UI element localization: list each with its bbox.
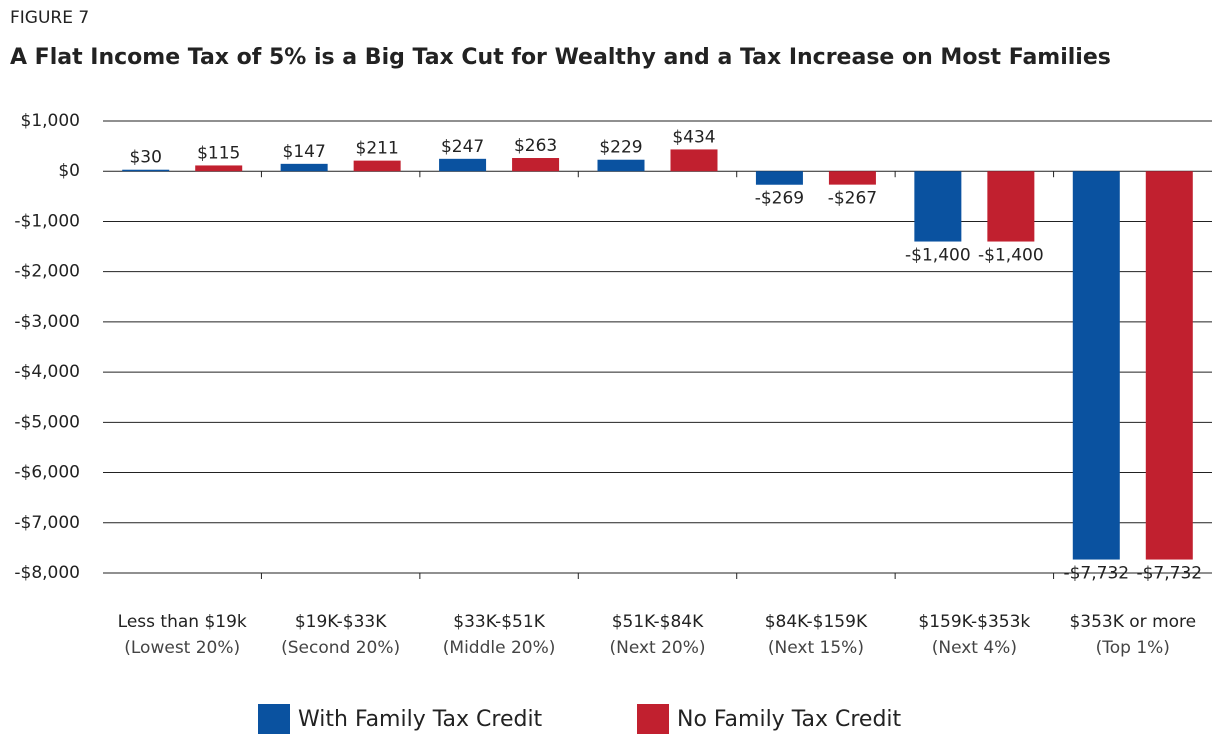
x-tick-label: $51K-$84K [612, 612, 704, 632]
value-label: -$269 [755, 189, 804, 209]
x-tick-label: $159K-$353k [918, 612, 1030, 632]
bar [195, 165, 243, 172]
figure-label: FIGURE 7 [10, 8, 89, 28]
x-tick-label: (Top 1%) [1096, 638, 1170, 658]
legend-swatch [258, 704, 290, 734]
value-label: $115 [197, 143, 240, 163]
bar [670, 149, 718, 172]
value-label: $434 [672, 127, 715, 147]
x-tick-label: (Lowest 20%) [124, 638, 240, 658]
bar [914, 171, 962, 242]
value-label: $229 [599, 138, 642, 158]
x-tick-label: (Next 15%) [768, 638, 864, 658]
y-tick-label: -$6,000 [14, 463, 80, 483]
value-label: $263 [514, 136, 557, 156]
legend-label: No Family Tax Credit [677, 707, 902, 732]
x-tick-label: $353K or more [1069, 612, 1196, 632]
bar [828, 171, 876, 185]
x-tick-label: (Second 20%) [281, 638, 400, 658]
x-tick-label: $33K-$51K [453, 612, 545, 632]
chart-title: A Flat Income Tax of 5% is a Big Tax Cut… [10, 45, 1111, 70]
legend-label: With Family Tax Credit [298, 707, 543, 732]
x-tick-label: $84K-$159K [765, 612, 868, 632]
y-tick-label: -$1,000 [14, 211, 80, 231]
value-label: $30 [129, 148, 161, 168]
x-tick-label: $19K-$33K [295, 612, 387, 632]
bar [122, 169, 170, 172]
value-label: $247 [441, 137, 484, 157]
y-tick-label: -$7,000 [14, 513, 80, 533]
bar [280, 163, 328, 172]
value-label: $147 [283, 142, 326, 162]
y-tick-label: -$8,000 [14, 563, 80, 583]
bar [353, 160, 401, 172]
value-label: -$1,400 [905, 246, 971, 266]
value-label: -$267 [828, 189, 877, 209]
value-label: $211 [356, 139, 399, 159]
x-tick-label: (Next 20%) [609, 638, 705, 658]
y-tick-label: $1,000 [21, 111, 80, 131]
y-tick-label: -$4,000 [14, 362, 80, 382]
y-tick-label: -$2,000 [14, 262, 80, 282]
y-tick-label: -$5,000 [14, 412, 80, 432]
value-label: -$7,732 [1063, 564, 1129, 584]
y-tick-label: $0 [58, 161, 80, 181]
value-label: -$7,732 [1136, 564, 1202, 584]
bar [512, 158, 560, 172]
bar [1145, 171, 1193, 560]
bar [597, 159, 645, 172]
bar [1072, 171, 1120, 560]
bar [439, 158, 487, 172]
value-label: -$1,400 [978, 246, 1044, 266]
x-tick-label: (Middle 20%) [443, 638, 556, 658]
bar [987, 171, 1035, 242]
bar [755, 171, 803, 185]
x-tick-label: (Next 4%) [932, 638, 1017, 658]
y-tick-label: -$3,000 [14, 312, 80, 332]
legend-swatch [637, 704, 669, 734]
x-tick-label: Less than $19k [118, 612, 247, 632]
